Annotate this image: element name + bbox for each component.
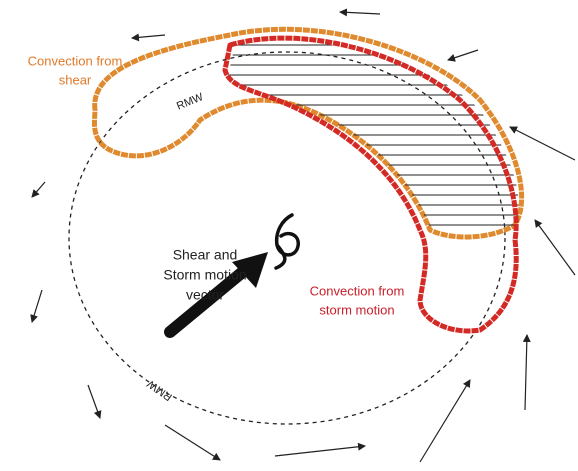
shear-convection-area [94,29,521,237]
label: Storm motion [163,267,246,283]
label: vector [186,287,224,303]
label: Shear and [173,247,238,263]
diagram: Convection from shear RMW RMW Shear and … [0,0,578,471]
label: Convection from [310,283,405,298]
label: storm motion [319,302,394,317]
label: shear [59,72,92,87]
rmw-circle [69,52,505,424]
rmw-label: RMW [145,377,175,403]
wind-arrows [32,12,575,462]
storm-symbol [276,215,298,268]
label: Convection from [28,53,123,68]
rmw-label: RMW [175,91,206,113]
